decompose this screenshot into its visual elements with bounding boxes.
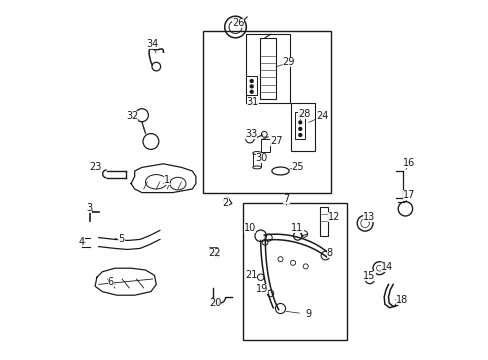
Text: 10: 10 xyxy=(244,223,256,233)
Bar xyxy=(246,34,289,103)
Text: 21: 21 xyxy=(244,270,257,280)
Text: 12: 12 xyxy=(327,212,339,222)
Bar xyxy=(203,31,330,193)
Text: 7: 7 xyxy=(283,194,289,204)
Text: 28: 28 xyxy=(298,109,310,120)
Bar xyxy=(320,207,327,236)
Text: 14: 14 xyxy=(381,262,393,273)
Text: 1: 1 xyxy=(163,175,170,185)
Text: 15: 15 xyxy=(363,271,375,282)
Bar xyxy=(242,203,346,340)
Circle shape xyxy=(250,80,253,82)
Circle shape xyxy=(250,85,253,88)
Text: 33: 33 xyxy=(244,129,257,139)
Circle shape xyxy=(298,134,301,136)
Ellipse shape xyxy=(252,152,261,154)
Ellipse shape xyxy=(252,166,261,169)
Text: 29: 29 xyxy=(282,57,294,67)
Bar xyxy=(295,112,305,139)
Text: 20: 20 xyxy=(208,298,221,309)
Text: 18: 18 xyxy=(395,295,407,305)
Text: 3: 3 xyxy=(86,203,92,213)
Circle shape xyxy=(298,121,301,124)
Text: 25: 25 xyxy=(291,162,304,172)
Text: 13: 13 xyxy=(363,212,375,222)
Text: 9: 9 xyxy=(305,309,311,319)
Bar xyxy=(259,38,275,99)
Text: 24: 24 xyxy=(316,111,328,121)
Text: 4: 4 xyxy=(79,237,85,247)
Bar xyxy=(246,76,257,95)
Text: 19: 19 xyxy=(255,284,267,294)
Text: 2: 2 xyxy=(222,198,228,208)
Bar xyxy=(261,139,269,152)
Text: 23: 23 xyxy=(89,162,102,172)
Text: 32: 32 xyxy=(126,111,138,121)
Bar xyxy=(291,103,314,151)
Text: 22: 22 xyxy=(208,248,221,258)
Text: 27: 27 xyxy=(269,136,282,147)
Text: 11: 11 xyxy=(291,223,303,233)
Circle shape xyxy=(298,127,301,130)
Bar xyxy=(252,153,261,167)
Text: 6: 6 xyxy=(107,277,113,287)
Text: 16: 16 xyxy=(402,158,414,168)
Text: 26: 26 xyxy=(231,18,244,28)
Text: 34: 34 xyxy=(145,39,158,49)
Text: 8: 8 xyxy=(326,248,332,258)
Text: 30: 30 xyxy=(255,153,267,163)
Circle shape xyxy=(250,90,253,93)
Text: 5: 5 xyxy=(118,234,124,244)
Text: 17: 17 xyxy=(402,190,414,201)
Text: 31: 31 xyxy=(246,97,258,107)
Circle shape xyxy=(298,115,301,118)
